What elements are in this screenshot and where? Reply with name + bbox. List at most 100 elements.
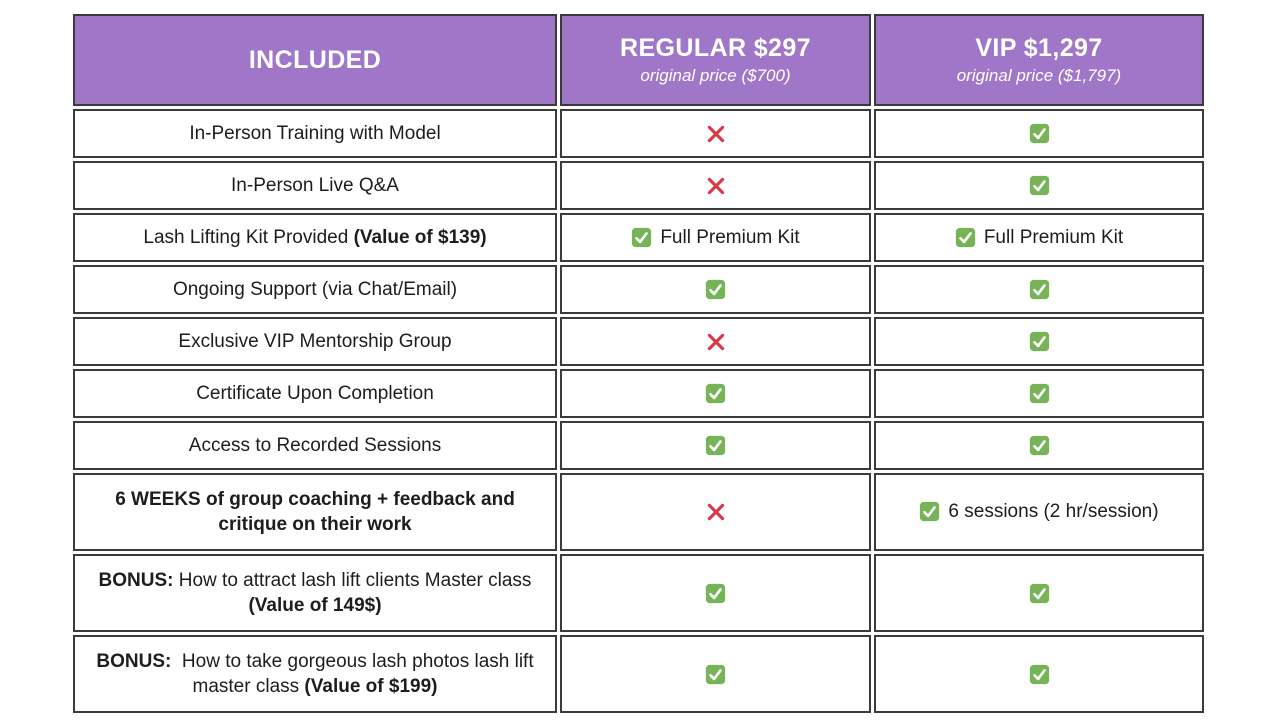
- value-wrap: Full Premium Kit: [574, 225, 857, 250]
- table-row: Ongoing Support (via Chat/Email): [73, 265, 1204, 314]
- regular-cell: [560, 473, 871, 551]
- vip-cell: [874, 109, 1204, 158]
- value-wrap: [888, 175, 1190, 196]
- value-wrap: [574, 435, 857, 456]
- value-wrap: [888, 583, 1190, 604]
- cross-icon: [705, 331, 727, 353]
- feature-text: BONUS:: [98, 569, 174, 591]
- table-row: Lash Lifting Kit Provided (Value of $139…: [73, 213, 1204, 262]
- vip-cell: [874, 554, 1204, 632]
- table-row: In-Person Training with Model: [73, 109, 1204, 158]
- table-row: BONUS: How to take gorgeous lash photos …: [73, 635, 1204, 713]
- feature-cell: Access to Recorded Sessions: [73, 421, 557, 470]
- table-row: Exclusive VIP Mentorship Group: [73, 317, 1204, 366]
- table-row: 6 WEEKS of group coaching + feedback and…: [73, 473, 1204, 551]
- regular-cell: [560, 109, 871, 158]
- feature-cell: In-Person Training with Model: [73, 109, 557, 158]
- value-label: Full Premium Kit: [660, 226, 800, 248]
- table-header: INCLUDED REGULAR $297 original price ($7…: [73, 14, 1204, 106]
- header-cell-included: INCLUDED: [73, 14, 557, 106]
- feature-text: How to take gorgeous lash photos lash li…: [171, 650, 539, 697]
- value-wrap: [888, 383, 1190, 404]
- check-icon: [705, 664, 726, 685]
- cross-icon: [705, 175, 727, 197]
- check-icon: [705, 279, 726, 300]
- value-wrap: [888, 435, 1190, 456]
- feature-text: (Value of $139): [353, 226, 487, 248]
- feature-cell: BONUS: How to attract lash lift clients …: [73, 554, 557, 632]
- cross-icon: [705, 501, 727, 523]
- feature-text: In-Person Live Q&A: [231, 174, 399, 196]
- check-icon: [1029, 175, 1050, 196]
- value-wrap: [888, 123, 1190, 144]
- feature-text: Certificate Upon Completion: [196, 382, 434, 404]
- feature-text: 6 WEEKS of group coaching + feedback and…: [115, 488, 521, 535]
- feature-text: BONUS:: [96, 650, 172, 672]
- value-wrap: [888, 664, 1190, 685]
- header-row: INCLUDED REGULAR $297 original price ($7…: [73, 14, 1204, 106]
- regular-cell: [560, 554, 871, 632]
- value-wrap: [888, 279, 1190, 300]
- regular-cell: [560, 635, 871, 713]
- table-body: In-Person Training with Model In-Person L…: [73, 109, 1204, 713]
- check-icon: [1029, 664, 1050, 685]
- included-title: INCLUDED: [248, 45, 382, 74]
- value-label: Full Premium Kit: [983, 226, 1124, 248]
- value-wrap: [574, 583, 857, 604]
- regular-cell: Full Premium Kit: [560, 213, 871, 262]
- vip-cell: [874, 635, 1204, 713]
- check-icon: [1029, 123, 1050, 144]
- vip-cell: [874, 421, 1204, 470]
- value-wrap: Full Premium Kit: [888, 225, 1190, 250]
- feature-cell: 6 WEEKS of group coaching + feedback and…: [73, 473, 557, 551]
- vip-cell: Full Premium Kit: [874, 213, 1204, 262]
- feature-text: Ongoing Support (via Chat/Email): [172, 278, 458, 300]
- feature-cell: In-Person Live Q&A: [73, 161, 557, 210]
- check-icon: [1029, 331, 1050, 352]
- table-row: Access to Recorded Sessions: [73, 421, 1204, 470]
- feature-text: How to attract lash lift clients Master …: [173, 569, 537, 591]
- value-wrap: [574, 331, 857, 353]
- check-icon: [1029, 383, 1050, 404]
- vip-title: VIP $1,297: [975, 33, 1103, 62]
- feature-text: Access to Recorded Sessions: [188, 434, 442, 456]
- feature-cell: Exclusive VIP Mentorship Group: [73, 317, 557, 366]
- table-row: BONUS: How to attract lash lift clients …: [73, 554, 1204, 632]
- feature-text: Exclusive VIP Mentorship Group: [178, 330, 452, 352]
- vip-cell: [874, 369, 1204, 418]
- check-icon: [919, 501, 940, 522]
- table-row: In-Person Live Q&A: [73, 161, 1204, 210]
- value-wrap: [574, 123, 857, 145]
- value-label: 6 sessions (2 hr/session): [948, 501, 1159, 523]
- pricing-comparison-table: INCLUDED REGULAR $297 original price ($7…: [70, 11, 1207, 716]
- feature-cell: Ongoing Support (via Chat/Email): [73, 265, 557, 314]
- value-wrap: [574, 383, 857, 404]
- regular-cell: [560, 317, 871, 366]
- vip-subtitle: original price ($1,797): [956, 66, 1122, 86]
- vip-cell: [874, 161, 1204, 210]
- regular-subtitle: original price ($700): [640, 66, 791, 86]
- regular-title: REGULAR $297: [620, 33, 811, 62]
- feature-text: (Value of 149$): [248, 595, 382, 616]
- value-wrap: [574, 664, 857, 685]
- header-cell-vip: VIP $1,297 original price ($1,797): [874, 14, 1204, 106]
- regular-cell: [560, 265, 871, 314]
- cross-icon: [705, 123, 727, 145]
- check-icon: [705, 383, 726, 404]
- check-icon: [705, 583, 726, 604]
- check-icon: [1029, 279, 1050, 300]
- check-icon: [1029, 583, 1050, 604]
- value-wrap: [574, 501, 857, 523]
- vip-cell: [874, 317, 1204, 366]
- check-icon: [955, 227, 976, 248]
- value-wrap: [574, 279, 857, 300]
- feature-cell: Lash Lifting Kit Provided (Value of $139…: [73, 213, 557, 262]
- regular-cell: [560, 161, 871, 210]
- value-wrap: [574, 175, 857, 197]
- feature-text: Lash Lifting Kit Provided: [143, 226, 354, 248]
- check-icon: [631, 227, 652, 248]
- vip-cell: 6 sessions (2 hr/session): [874, 473, 1204, 551]
- regular-cell: [560, 421, 871, 470]
- value-wrap: 6 sessions (2 hr/session): [888, 499, 1190, 524]
